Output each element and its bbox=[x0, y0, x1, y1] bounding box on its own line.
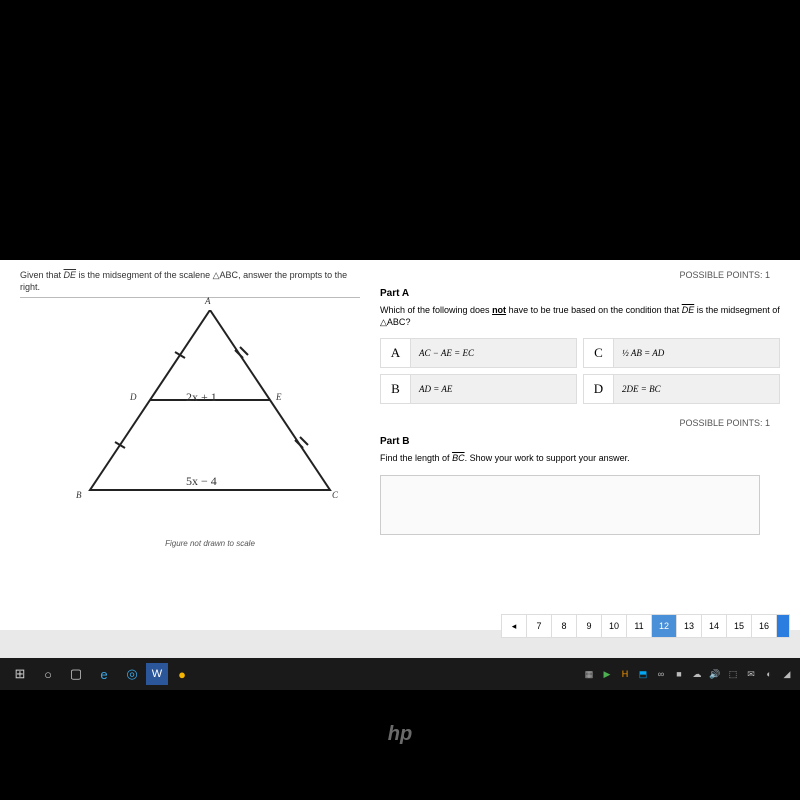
choices-grid: A AC − AE = EC C ½ AB = AD B AD = AE D 2… bbox=[380, 338, 780, 404]
choice-a[interactable]: A AC − AE = EC bbox=[380, 338, 577, 368]
triangle-abc: △ABC bbox=[380, 317, 405, 327]
word-icon[interactable]: W bbox=[146, 663, 168, 685]
text: have to be true based on the condition t… bbox=[506, 305, 682, 315]
text: is the midsegment of bbox=[694, 305, 780, 315]
part-a-question: Which of the following does not have to … bbox=[380, 305, 780, 328]
pager-page[interactable]: 10 bbox=[601, 614, 627, 638]
text: Find the length of bbox=[380, 453, 452, 463]
pager-page[interactable]: 8 bbox=[551, 614, 577, 638]
figure-caption: Figure not drawn to scale bbox=[80, 539, 340, 548]
segment-de: DE bbox=[682, 305, 695, 315]
tray-icon[interactable]: ⬒ bbox=[636, 667, 650, 681]
tray-icon[interactable]: ◐ bbox=[762, 667, 776, 681]
windows-taskbar: ⊞ ○ ▢ e ◎ W ● ▦ ▶ H ⬒ ∞ ■ ☁ 🔊 ⬚ ✉ ◐ ◢ bbox=[0, 658, 800, 690]
settings-icon[interactable]: ◎ bbox=[118, 660, 146, 688]
tray-icon[interactable]: ✉ bbox=[744, 667, 758, 681]
start-button[interactable]: ⊞ bbox=[6, 660, 34, 688]
pager-page[interactable]: 11 bbox=[626, 614, 652, 638]
chrome-icon[interactable]: ● bbox=[168, 660, 196, 688]
choice-letter: A bbox=[381, 339, 411, 367]
segment-de: DE bbox=[64, 270, 77, 280]
tray-icon[interactable]: ∞ bbox=[654, 667, 668, 681]
choice-b[interactable]: B AD = AE bbox=[380, 374, 577, 404]
points-b: POSSIBLE POINTS: 1 bbox=[380, 418, 780, 428]
label-d: D bbox=[130, 392, 137, 402]
taskview-icon[interactable]: ▢ bbox=[62, 660, 90, 688]
expr-bc: 5x − 4 bbox=[186, 474, 217, 489]
choice-expr: ½ AB = AD bbox=[614, 348, 779, 358]
part-b-question: Find the length of BC. Show your work to… bbox=[380, 453, 780, 465]
choice-expr: AD = AE bbox=[411, 384, 576, 394]
tray-icon[interactable]: ⬚ bbox=[726, 667, 740, 681]
part-a-label: Part A bbox=[380, 288, 780, 299]
cortana-icon[interactable]: ○ bbox=[34, 660, 62, 688]
hp-logo: hp bbox=[388, 723, 412, 746]
answer-input[interactable] bbox=[380, 475, 760, 535]
points-a: POSSIBLE POINTS: 1 bbox=[380, 270, 780, 280]
text: Given that bbox=[20, 270, 64, 280]
pager-page[interactable]: 16 bbox=[751, 614, 777, 638]
triangle-figure: A B C D E 2x + 1 5x − 4 Figure not drawn… bbox=[80, 310, 340, 530]
system-tray: ▦ ▶ H ⬒ ∞ ■ ☁ 🔊 ⬚ ✉ ◐ ◢ bbox=[582, 667, 794, 681]
text: is the midsegment of the scalene bbox=[76, 270, 213, 280]
page-navigator: ◂ 7 8 9 10 11 12 13 14 15 16 bbox=[502, 614, 790, 638]
tray-volume-icon[interactable]: 🔊 bbox=[708, 667, 722, 681]
segment-bc: BC bbox=[452, 453, 465, 463]
tray-wifi-icon[interactable]: ◢ bbox=[780, 667, 794, 681]
pager-page[interactable]: 15 bbox=[726, 614, 752, 638]
part-b-label: Part B bbox=[380, 436, 780, 447]
choice-d[interactable]: D 2DE = BC bbox=[583, 374, 780, 404]
tray-onedrive-icon[interactable]: ☁ bbox=[690, 667, 704, 681]
label-a: A bbox=[205, 296, 211, 306]
choice-expr: AC − AE = EC bbox=[411, 348, 576, 358]
text-not: not bbox=[492, 305, 506, 315]
tray-icon[interactable]: ▶ bbox=[600, 667, 614, 681]
pager-page[interactable]: 7 bbox=[526, 614, 552, 638]
pager-prev[interactable]: ◂ bbox=[501, 614, 527, 638]
pager-page[interactable]: 13 bbox=[676, 614, 702, 638]
edge-icon[interactable]: e bbox=[90, 660, 118, 688]
triangle-abc: △ABC bbox=[213, 270, 238, 280]
tray-icon[interactable]: H bbox=[618, 667, 632, 681]
text: Which of the following does bbox=[380, 305, 492, 315]
choice-letter: B bbox=[381, 375, 411, 403]
choice-letter: D bbox=[584, 375, 614, 403]
pager-page-active[interactable]: 12 bbox=[651, 614, 677, 638]
label-e: E bbox=[276, 392, 282, 402]
pager-page[interactable]: 9 bbox=[576, 614, 602, 638]
expr-de: 2x + 1 bbox=[186, 390, 217, 405]
label-b: B bbox=[76, 490, 82, 500]
question-prompt: Given that DE is the midsegment of the s… bbox=[20, 270, 360, 298]
choice-letter: C bbox=[584, 339, 614, 367]
pager-page[interactable]: 14 bbox=[701, 614, 727, 638]
choice-expr: 2DE = BC bbox=[614, 384, 779, 394]
tray-icon[interactable]: ■ bbox=[672, 667, 686, 681]
label-c: C bbox=[332, 490, 338, 500]
pager-next[interactable] bbox=[776, 614, 790, 638]
text: . Show your work to support your answer. bbox=[465, 453, 630, 463]
tray-icon[interactable]: ▦ bbox=[582, 667, 596, 681]
choice-c[interactable]: C ½ AB = AD bbox=[583, 338, 780, 368]
